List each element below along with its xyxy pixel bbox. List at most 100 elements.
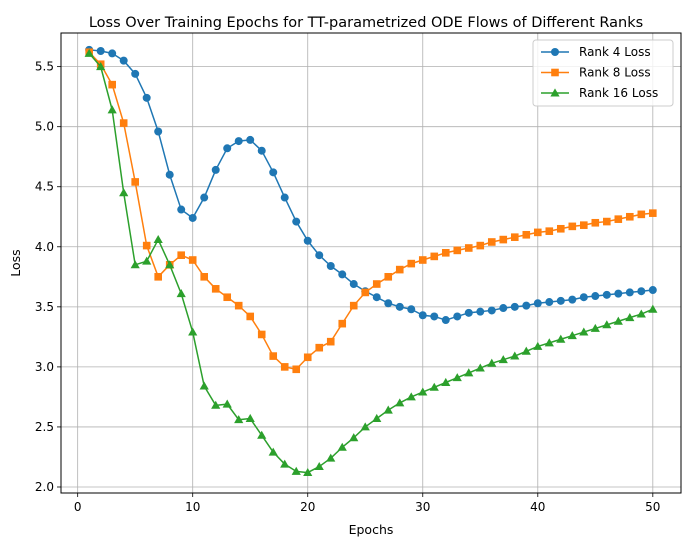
data-point	[568, 295, 577, 304]
data-point	[314, 461, 324, 471]
data-point	[154, 273, 162, 281]
x-tick-label: 20	[300, 500, 315, 514]
data-point	[303, 236, 312, 245]
data-point	[119, 56, 128, 65]
data-point	[280, 459, 290, 468]
data-point	[395, 398, 405, 407]
data-point	[510, 302, 519, 311]
data-point	[188, 213, 197, 222]
data-point	[498, 355, 508, 364]
data-point	[280, 363, 289, 371]
data-point	[108, 80, 116, 89]
x-tick-label: 10	[185, 500, 200, 514]
data-point	[429, 382, 439, 391]
data-point	[602, 320, 612, 329]
data-point	[464, 244, 473, 252]
data-point	[487, 306, 496, 315]
y-axis-label: Loss	[8, 249, 23, 276]
data-point	[142, 256, 152, 265]
data-point	[223, 293, 232, 302]
data-point	[200, 273, 209, 281]
data-point	[418, 387, 428, 396]
data-point	[579, 293, 588, 302]
data-point	[384, 273, 393, 281]
data-point	[257, 146, 266, 155]
data-point	[637, 210, 646, 219]
data-point	[614, 289, 623, 298]
legend-marker	[551, 68, 559, 77]
legend-entry: Rank 16 Loss	[541, 86, 658, 100]
data-point	[119, 188, 129, 197]
data-point	[372, 280, 381, 288]
data-point	[245, 413, 255, 422]
data-point	[521, 346, 531, 355]
data-point	[177, 251, 186, 259]
data-point	[510, 233, 519, 241]
data-point	[291, 466, 301, 475]
data-point	[142, 241, 151, 250]
data-point	[338, 270, 347, 279]
data-point	[545, 227, 554, 235]
data-point	[292, 217, 301, 226]
data-point	[464, 368, 474, 377]
x-tick-label: 40	[530, 500, 545, 514]
data-point	[108, 49, 117, 58]
data-point	[96, 47, 105, 56]
data-point	[499, 235, 508, 244]
data-point	[648, 286, 657, 295]
data-point	[361, 288, 370, 297]
data-point	[441, 248, 450, 257]
data-point	[349, 280, 358, 289]
data-point	[211, 285, 220, 293]
data-point	[453, 312, 462, 321]
data-point	[130, 260, 140, 269]
data-point	[407, 305, 416, 314]
legend-label: Rank 16 Loss	[579, 86, 658, 100]
data-point	[487, 238, 496, 246]
data-point	[349, 433, 359, 442]
data-point	[591, 218, 600, 227]
y-tick-label: 2.5	[35, 420, 54, 434]
x-axis-label: Epochs	[349, 522, 394, 537]
data-point	[211, 400, 221, 409]
legend-marker	[551, 48, 559, 56]
data-point	[234, 137, 243, 146]
data-point	[418, 311, 427, 320]
y-tick-label: 3.0	[35, 360, 54, 374]
data-point	[326, 453, 336, 462]
data-point	[84, 48, 94, 57]
legend-entry: Rank 8 Loss	[541, 66, 651, 80]
legend-label: Rank 8 Loss	[579, 66, 651, 80]
data-point	[567, 331, 577, 340]
data-point	[269, 352, 278, 360]
data-point	[234, 415, 244, 424]
x-tick-label: 0	[74, 500, 82, 514]
grid	[61, 33, 681, 493]
data-point	[142, 93, 151, 102]
data-point	[338, 319, 347, 328]
data-point	[188, 327, 198, 336]
data-point	[580, 221, 588, 229]
data-point	[475, 363, 485, 372]
series-layer	[84, 45, 658, 477]
data-point	[211, 165, 220, 174]
data-point	[131, 69, 140, 78]
plot-frame	[60, 32, 682, 494]
data-point	[452, 373, 462, 382]
data-point	[153, 234, 163, 244]
data-point	[626, 212, 634, 221]
data-point	[360, 422, 370, 431]
legend-marker	[550, 88, 560, 97]
data-point	[407, 259, 416, 268]
data-point	[372, 293, 381, 302]
data-point	[614, 215, 623, 223]
data-point	[464, 308, 473, 317]
data-point	[637, 287, 646, 296]
series-3	[84, 48, 658, 477]
data-point	[246, 312, 255, 321]
chart-title: Loss Over Training Epochs for TT-paramet…	[89, 15, 643, 31]
data-point	[395, 265, 404, 274]
data-point	[430, 312, 439, 321]
data-point	[303, 467, 313, 477]
